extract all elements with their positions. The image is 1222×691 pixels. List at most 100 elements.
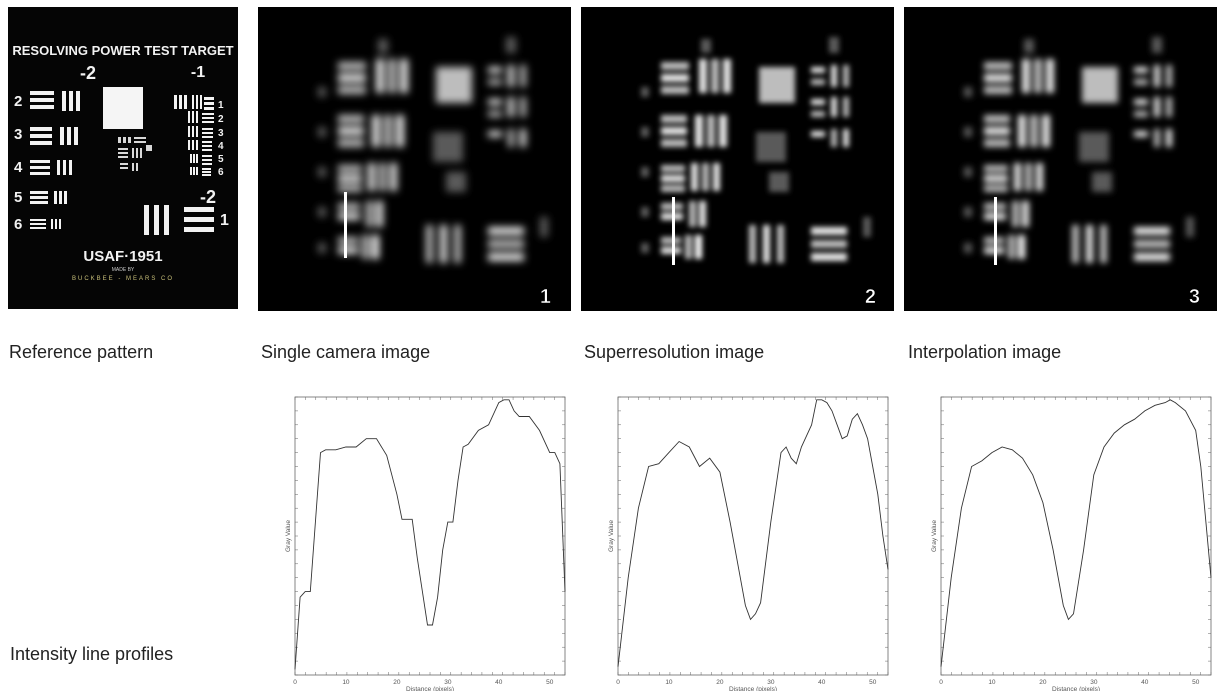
blurred-bar — [984, 115, 1010, 123]
blurred-bar — [843, 129, 849, 147]
blurred-bar — [863, 217, 871, 237]
blurred-bar — [1134, 67, 1148, 73]
blurred-bar — [1082, 67, 1118, 103]
large-square — [103, 87, 143, 129]
profile-chart: 0 10 20 30 40 50 Distance (pixels) Gray Value — [608, 396, 889, 691]
blurred-bar — [1134, 240, 1170, 248]
blurred-bar — [508, 97, 514, 117]
blurred-bar — [1018, 115, 1026, 147]
blurred-bar — [390, 163, 397, 191]
blurred-bar — [440, 225, 447, 263]
maker-label: BUCKBEE - MEARS CO — [72, 276, 174, 282]
blurred-bar — [488, 99, 502, 105]
reference-caption: Reference pattern — [9, 342, 154, 362]
blurred-bar — [396, 115, 404, 147]
x-tick-label: 20 — [393, 679, 401, 686]
blurred-bar — [811, 99, 825, 105]
panel-number: 3 — [1189, 286, 1200, 308]
x-tick-label: 0 — [939, 679, 943, 686]
x-tick-label: 10 — [988, 679, 996, 686]
interp-caption: Interpolation image — [908, 342, 1062, 362]
blurred-bar — [661, 165, 685, 172]
right-number: 6 — [218, 167, 224, 178]
left-number: 2 — [14, 93, 22, 110]
blurred-bar — [1079, 132, 1109, 162]
blurred-bar — [763, 225, 770, 263]
blurred-bar — [1134, 111, 1148, 117]
blurred-bar — [338, 62, 366, 70]
blurred-bar — [1034, 59, 1042, 93]
blurred-bar — [695, 235, 702, 259]
x-tick-label: 50 — [546, 679, 554, 686]
blurred-bar — [984, 175, 1008, 182]
right-number: 3 — [218, 128, 224, 139]
group-left-label: -2 — [80, 63, 96, 83]
blurred-bar — [702, 163, 709, 191]
superresolution-image: 2 — [581, 7, 894, 311]
plot-frame — [940, 396, 1212, 676]
blurred-bar — [318, 87, 326, 97]
blurred-bar — [338, 74, 366, 82]
blurred-bar — [641, 167, 649, 177]
blurred-bar — [1134, 79, 1148, 85]
panel-number: 2 — [865, 286, 876, 308]
x-tick-label: 40 — [818, 679, 826, 686]
blurred-bar — [362, 235, 369, 259]
blurred-bar — [338, 86, 366, 94]
x-tick-label: 40 — [1141, 679, 1149, 686]
blurred-bar — [689, 201, 696, 227]
blurred-bar — [984, 165, 1008, 172]
blurred-bar — [338, 175, 362, 182]
blurred-bar — [661, 247, 681, 254]
blurred-bar — [811, 131, 825, 137]
blurred-bar — [1100, 225, 1107, 263]
y-axis-label: Gray Value — [931, 520, 938, 552]
blurred-bar — [811, 79, 825, 85]
blurred-bar — [1154, 97, 1160, 117]
profile-series-line — [294, 399, 566, 670]
blurred-bar — [372, 115, 380, 147]
camera-caption: Single camera image — [261, 342, 431, 362]
profile-plot-interp: 0 10 20 30 40 50 Distance (pixels) Gray Value — [929, 390, 1214, 691]
x-tick-label: 10 — [665, 679, 673, 686]
left-number: 5 — [14, 189, 22, 206]
blurred-bar — [723, 59, 731, 93]
blurred-bar — [984, 127, 1010, 135]
blurred-bar — [843, 65, 849, 87]
blurred-bar — [508, 129, 514, 147]
right-number: 1 — [218, 100, 224, 111]
blurred-bar — [1024, 39, 1034, 53]
blurred-bar — [641, 243, 649, 253]
blurred-bar — [829, 37, 839, 53]
blurred-bar — [701, 39, 711, 53]
blurred-bar — [984, 86, 1012, 94]
blurred-bar — [1154, 65, 1160, 87]
blurred-bar — [749, 225, 756, 263]
x-tick-label: 40 — [495, 679, 503, 686]
blurred-bar — [1186, 217, 1194, 237]
blurred-bar — [964, 243, 972, 253]
x-tick-label: 0 — [293, 679, 297, 686]
right-number: 5 — [218, 154, 224, 165]
blurred-bar — [506, 37, 516, 53]
x-axis-label: Distance (pixels) — [729, 686, 777, 691]
blurred-bar — [338, 237, 358, 244]
blurred-bar — [719, 115, 727, 147]
blurred-bar — [661, 139, 687, 147]
blurred-bar — [831, 129, 837, 147]
blurred-bar — [1152, 37, 1162, 53]
right-number: 4 — [218, 141, 224, 152]
blurred-bar — [400, 59, 408, 93]
blurred-bar — [811, 240, 847, 248]
blurred-bar — [338, 165, 362, 172]
blurred-bar — [376, 201, 383, 227]
blurred-bar — [376, 59, 384, 93]
blurred-bars — [318, 37, 548, 263]
blurred-bar — [759, 67, 795, 103]
blurred-bar — [378, 39, 388, 53]
blurred-bar — [1014, 163, 1021, 191]
blurred-bar — [641, 87, 649, 97]
blurred-bar — [831, 65, 837, 87]
blurred-bar — [338, 127, 364, 135]
blurred-bar — [1134, 227, 1170, 235]
